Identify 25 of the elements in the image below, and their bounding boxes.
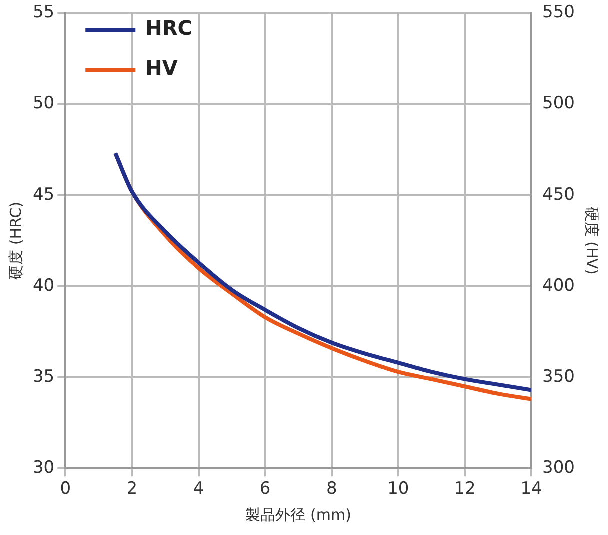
y2-axis-title: 硬度 (HV): [583, 206, 602, 275]
y2-tick-label: 500: [542, 94, 576, 114]
x-tick-label: 8: [326, 479, 338, 500]
y2-tick-label: 550: [542, 2, 576, 23]
legend-label: HV: [146, 56, 178, 80]
y2-tick-label: 450: [542, 184, 576, 205]
x-tick-label: 6: [260, 479, 271, 500]
x-tick-label: 0: [60, 479, 72, 500]
legend-label: HRC: [146, 16, 192, 40]
y-tick-label: 40: [32, 276, 55, 296]
x-tick-label: 14: [520, 479, 542, 500]
y2-tick-label: 350: [542, 366, 576, 387]
y-tick-label: 30: [32, 458, 55, 478]
y-tick-label: 50: [32, 94, 55, 114]
x-tick-label: 4: [193, 479, 204, 500]
y2-tick-label: 400: [542, 276, 576, 296]
x-axis-title: 製品外径 (mm): [246, 506, 352, 524]
x-tick-label: 10: [388, 479, 410, 500]
y-axis-title: 硬度 (HRC): [6, 202, 25, 280]
y-tick-label: 35: [32, 366, 55, 387]
y-tick-label: 45: [32, 184, 55, 205]
x-tick-label: 12: [454, 479, 476, 500]
y-tick-label: 55: [32, 2, 55, 23]
x-tick-label: 2: [126, 479, 138, 500]
y2-tick-label: 300: [542, 458, 576, 478]
